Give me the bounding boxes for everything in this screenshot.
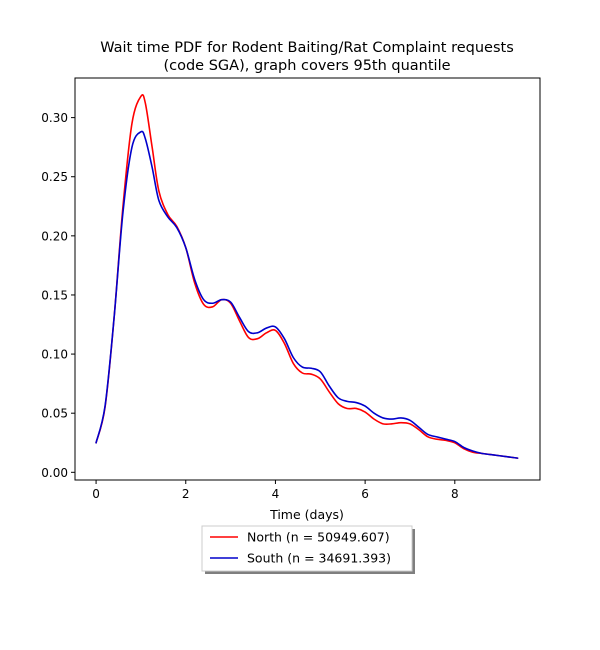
legend-box — [201, 525, 413, 572]
legend-label: South (n = 34691.393) — [247, 551, 391, 566]
x-tick-label: 4 — [272, 487, 280, 501]
y-tick-label: 0.30 — [41, 111, 68, 125]
plot-area-frame — [74, 77, 541, 481]
x-tick-label: 2 — [182, 487, 190, 501]
series-lines — [95, 94, 519, 459]
x-tick-label: 6 — [361, 487, 369, 501]
y-tick-label: 0.15 — [41, 288, 68, 302]
series-line-south — [95, 130, 519, 459]
chart-title-line-2: (code SGA), graph covers 95th quantile — [163, 58, 450, 74]
y-tick-label: 0.20 — [41, 229, 68, 243]
y-axis-ticks: 0.00 0.05 0.10 0.15 0.20 0.25 0.30 — [41, 111, 75, 480]
y-tick-label: 0.10 — [41, 348, 68, 362]
y-tick-label: 0.00 — [41, 466, 68, 480]
x-tick-label: 0 — [92, 487, 100, 501]
chart-title-line-1: Wait time PDF for Rodent Baiting/Rat Com… — [100, 40, 514, 56]
x-tick-label: 8 — [451, 487, 459, 501]
legend-label: North (n = 50949.607) — [247, 530, 390, 545]
x-axis-label: Time (days) — [269, 507, 344, 522]
x-axis-ticks: 0 2 4 6 8 — [92, 480, 459, 501]
y-tick-label: 0.25 — [41, 170, 68, 184]
legend-entries: North (n = 50949.607) South (n = 34691.39… — [210, 530, 391, 566]
legend: North (n = 50949.607) South (n = 34691.39… — [201, 525, 415, 574]
y-tick-label: 0.05 — [41, 407, 68, 421]
series-line-north — [95, 94, 519, 459]
